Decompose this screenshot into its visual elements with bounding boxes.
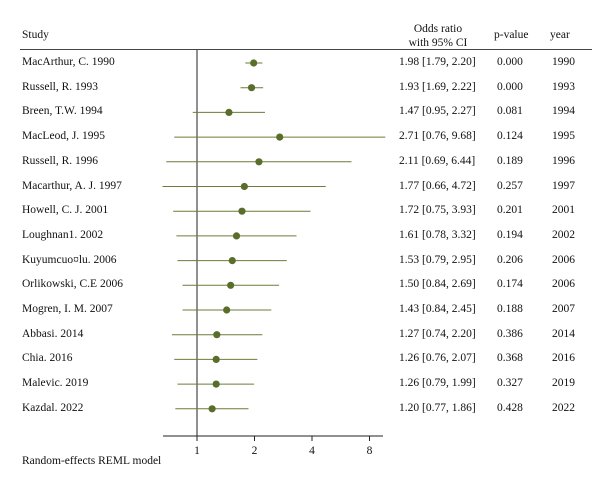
study-label: Chia. 2016 [22, 352, 73, 365]
header-year: year [550, 29, 570, 41]
study-label: Russell, R. 1996 [22, 154, 99, 167]
study-label: Macarthur, A. J. 1997 [22, 179, 122, 192]
study-label: MacArthur, C. 1990 [22, 56, 115, 68]
study-label: Orlikowski, C.E 2006 [22, 278, 123, 291]
header-study: Study [22, 29, 49, 41]
point-estimate [223, 306, 231, 314]
ci-text: 1.43 [0.84, 2.45] [399, 303, 476, 315]
x-tick-label: 1 [194, 445, 200, 457]
point-estimate [240, 182, 248, 191]
year: 1993 [552, 80, 575, 93]
point-estimate [232, 232, 241, 240]
header-or-line1: Odds ratio [413, 23, 463, 35]
ci-text: 2.11 [0.69, 6.44] [399, 154, 476, 167]
year: 2022 [552, 401, 575, 414]
point-estimate [247, 84, 256, 92]
header-pvalue: p-value [494, 29, 529, 41]
p-value: 0.428 [497, 401, 523, 414]
ci-text: 1.72 [0.75, 3.93] [399, 204, 476, 217]
year: 2007 [552, 303, 575, 315]
x-tick-label: 4 [309, 445, 315, 457]
point-estimate [255, 158, 263, 166]
point-estimate [227, 281, 235, 289]
ci-text: 1.47 [0.95, 2.27] [399, 105, 476, 118]
p-value: 0.189 [497, 154, 523, 167]
point-estimate [208, 405, 216, 413]
year: 1997 [552, 179, 575, 192]
study-label: Abbasi. 2014 [22, 327, 84, 340]
ci-text: 1.93 [1.69, 2.22] [399, 80, 476, 93]
study-label: MacLeod, J. 1995 [22, 130, 106, 143]
study-label: Russell, R. 1993 [22, 80, 99, 93]
year: 2014 [552, 327, 575, 340]
ci-text: 1.26 [0.79, 1.99] [399, 377, 476, 390]
p-value: 0.386 [497, 327, 523, 340]
point-estimate [212, 380, 220, 388]
p-value: 0.368 [497, 352, 523, 365]
p-value: 0.257 [497, 179, 523, 192]
p-value: 0.194 [497, 228, 523, 241]
ci-text: 1.26 [0.76, 2.07] [399, 352, 476, 365]
header-rule [20, 49, 592, 50]
point-estimate [225, 108, 233, 116]
p-value: 0.000 [497, 80, 523, 93]
x-tick-label: 8 [367, 445, 373, 457]
p-value: 0.000 [497, 56, 523, 68]
point-estimate [250, 59, 258, 67]
study-label: Loughnan1. 2002 [22, 228, 104, 241]
point-estimate [238, 207, 246, 215]
point-estimate [212, 355, 220, 363]
p-value: 0.206 [497, 253, 523, 266]
year: 2001 [552, 204, 575, 217]
ci-text: 1.77 [0.66, 4.72] [399, 179, 476, 192]
year: 2002 [552, 228, 575, 241]
year: 2006 [552, 253, 575, 266]
year: 2016 [552, 352, 575, 365]
ci-text: 1.98 [1.79, 2.20] [399, 56, 476, 68]
p-value: 0.327 [497, 377, 523, 390]
ci-text: 1.20 [0.77, 1.86] [399, 401, 476, 414]
p-value: 0.081 [497, 105, 523, 118]
header-or-line2: with 95% CI [408, 37, 468, 49]
ci-text: 1.50 [0.84, 2.69] [399, 278, 476, 291]
p-value: 0.124 [497, 130, 523, 143]
study-label: Kazdal. 2022 [22, 401, 84, 414]
point-estimate [276, 133, 284, 141]
ci-text: 1.27 [0.74, 2.20] [399, 327, 476, 340]
study-label: Kuyumcuo¤lu. 2006 [22, 253, 117, 266]
year: 2006 [552, 278, 575, 291]
year: 1996 [552, 154, 575, 167]
study-label: Mogren, I. M. 2007 [22, 303, 113, 315]
point-estimate [228, 257, 236, 265]
ci-text: 1.53 [0.79, 2.95] [399, 253, 476, 266]
year: 1990 [552, 56, 575, 68]
p-value: 0.174 [497, 278, 523, 291]
study-label: Howell, C. J. 2001 [22, 204, 109, 217]
study-label: Malevic. 2019 [22, 377, 89, 390]
year: 1995 [552, 130, 575, 143]
ci-text: 1.61 [0.78, 3.32] [399, 228, 476, 241]
year: 1994 [552, 105, 575, 118]
study-label: Breen, T.W. 1994 [22, 105, 103, 118]
x-tick-label: 2 [252, 445, 258, 457]
year: 2019 [552, 377, 575, 390]
point-estimate [213, 331, 221, 339]
p-value: 0.188 [497, 303, 523, 315]
ci-text: 2.71 [0.76, 9.68] [399, 130, 476, 143]
footnote: Random-effects REML model [22, 455, 162, 467]
header-odds-ratio: Odds ratio with 95% CI [393, 22, 483, 50]
p-value: 0.201 [497, 204, 523, 217]
